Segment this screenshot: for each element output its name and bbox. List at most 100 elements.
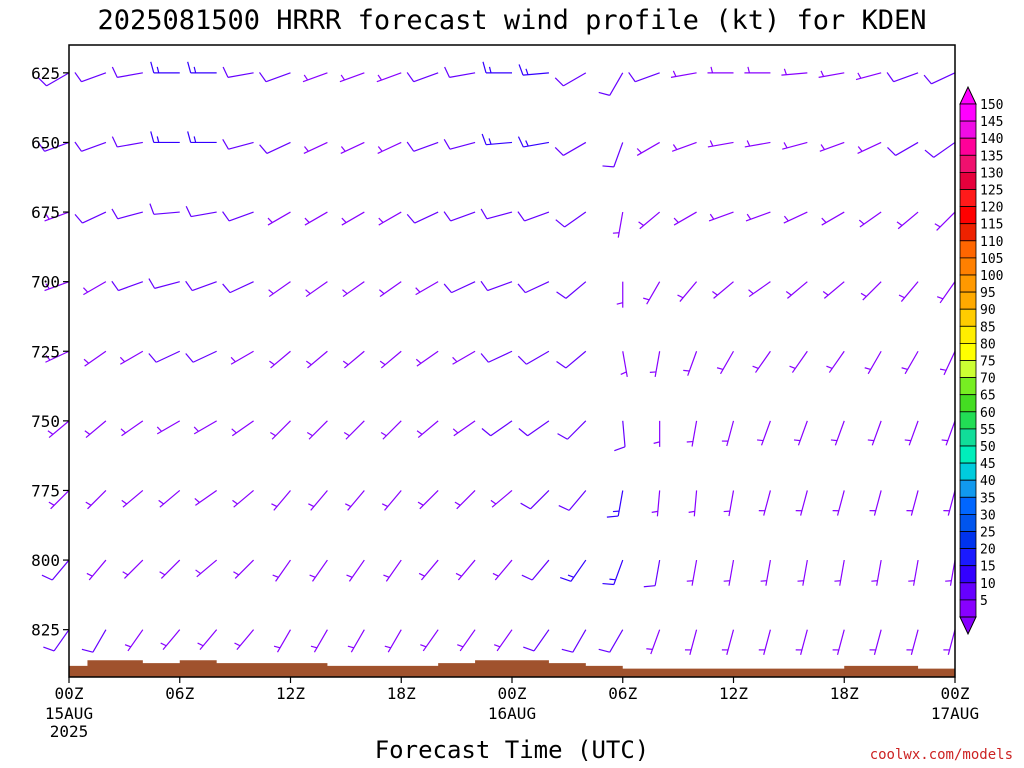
wind-barb-staff xyxy=(84,350,107,367)
wind-barb-staff xyxy=(48,420,70,439)
wind-barb-half-flag xyxy=(830,439,838,442)
wind-barb-half-flag xyxy=(194,498,200,503)
wind-barb xyxy=(415,350,439,367)
wind-barb-half-flag xyxy=(636,148,642,154)
wind-barb-staff xyxy=(947,490,956,516)
chart-title: 2025081500 HRRR forecast wind profile (k… xyxy=(97,5,926,36)
wind-barb-half-flag xyxy=(381,503,389,508)
wind-barb-staff xyxy=(488,350,513,363)
wind-barb-staff xyxy=(416,350,439,367)
wind-barb xyxy=(158,490,181,508)
wind-barb xyxy=(797,559,808,586)
wind-barb-staff xyxy=(797,420,808,446)
wind-barb-half-flag xyxy=(651,510,658,513)
wind-barb-half-flag xyxy=(267,217,273,223)
colorbar-swatch xyxy=(959,377,977,396)
colorbar-swatch xyxy=(959,531,977,550)
wind-barb-half-flag xyxy=(122,571,129,576)
wind-barb-staff xyxy=(267,211,291,226)
wind-barb-half-flag xyxy=(193,136,197,143)
wind-barb-half-flag xyxy=(677,294,684,299)
wind-barb-staff xyxy=(836,629,845,655)
wind-barb-staff xyxy=(791,350,808,373)
wind-barb-half-flag xyxy=(867,439,875,442)
wind-barb-staff xyxy=(910,490,919,516)
wind-barb-half-flag xyxy=(304,217,310,223)
wind-barb xyxy=(520,490,550,510)
wind-barb-staff xyxy=(422,629,439,652)
wind-barb-half-flag xyxy=(826,365,833,370)
x-tick-label: 00Z xyxy=(55,684,84,703)
wind-barb-staff xyxy=(687,351,698,376)
wind-barb-half-flag xyxy=(904,439,911,442)
wind-barb xyxy=(481,133,513,146)
wind-barb-half-flag xyxy=(341,217,347,223)
wind-barb-staff xyxy=(117,141,143,148)
wind-barb xyxy=(156,420,181,435)
wind-barb-flag xyxy=(222,283,231,294)
wind-barb-staff xyxy=(124,559,144,579)
wind-barb-staff xyxy=(755,350,771,373)
wind-barb xyxy=(683,351,698,376)
wind-barb-staff xyxy=(459,629,476,652)
wind-barb-half-flag xyxy=(609,578,616,581)
wind-barb-flag xyxy=(443,139,451,150)
wind-barb-staff xyxy=(533,629,550,652)
wind-barb xyxy=(185,350,217,363)
wind-barb xyxy=(649,351,661,377)
wind-barb-staff xyxy=(719,350,735,375)
wind-barb xyxy=(518,420,550,437)
terrain-layer xyxy=(69,660,955,677)
wind-barb xyxy=(232,490,254,508)
wind-barb-staff xyxy=(763,629,771,655)
wind-barb xyxy=(124,629,144,652)
wind-barb-staff xyxy=(572,629,587,653)
wind-barb xyxy=(121,490,144,508)
wind-barb-staff xyxy=(339,72,365,83)
wind-barb xyxy=(785,281,808,299)
wind-barb-flag xyxy=(924,149,935,158)
wind-barb-staff xyxy=(160,559,181,579)
x-tick-date-label: 15AUG xyxy=(45,704,93,723)
wind-barb-staff xyxy=(654,351,661,377)
wind-barb-half-flag xyxy=(783,215,789,222)
wind-barb-staff xyxy=(417,420,439,439)
wind-barb xyxy=(271,490,291,511)
wind-barb xyxy=(149,203,180,215)
wind-barb xyxy=(612,211,624,238)
wind-barb-staff xyxy=(765,559,772,586)
wind-barb-staff xyxy=(912,559,919,586)
wind-barb-staff xyxy=(195,489,218,506)
wind-barb xyxy=(376,72,402,83)
wind-barb-staff xyxy=(494,559,513,581)
wind-barb-staff xyxy=(525,281,550,294)
wind-barb-staff xyxy=(671,141,697,152)
wind-barb-staff xyxy=(155,350,181,363)
wind-barb xyxy=(871,559,882,586)
colorbar-label: 35 xyxy=(980,491,996,506)
wind-barb-staff xyxy=(305,281,328,298)
wind-barb-half-flag xyxy=(688,510,695,513)
wind-barb-half-flag xyxy=(343,432,350,437)
wind-barb-staff xyxy=(227,72,254,78)
wind-barb-staff xyxy=(787,281,808,299)
wind-barb-staff xyxy=(120,350,144,365)
wind-barb-staff xyxy=(450,211,476,222)
wind-barb xyxy=(481,420,513,437)
wind-barb xyxy=(305,350,328,369)
wind-barb-staff xyxy=(936,211,956,231)
wind-barb xyxy=(858,211,882,228)
wind-barb-staff xyxy=(265,72,291,83)
wind-barb-half-flag xyxy=(269,360,275,366)
wind-barb-staff xyxy=(763,490,771,516)
wind-barb-half-flag xyxy=(822,291,829,296)
wind-barb-staff xyxy=(415,281,439,296)
wind-barb-half-flag xyxy=(83,358,90,364)
colorbar-swatch xyxy=(959,291,977,310)
wind-barb-staff xyxy=(900,281,919,302)
colorbar-label: 85 xyxy=(980,320,996,335)
wind-barb xyxy=(193,420,217,435)
wind-barb xyxy=(381,490,402,511)
wind-barb-half-flag xyxy=(124,644,132,648)
colorbar-label: 145 xyxy=(980,115,1003,130)
